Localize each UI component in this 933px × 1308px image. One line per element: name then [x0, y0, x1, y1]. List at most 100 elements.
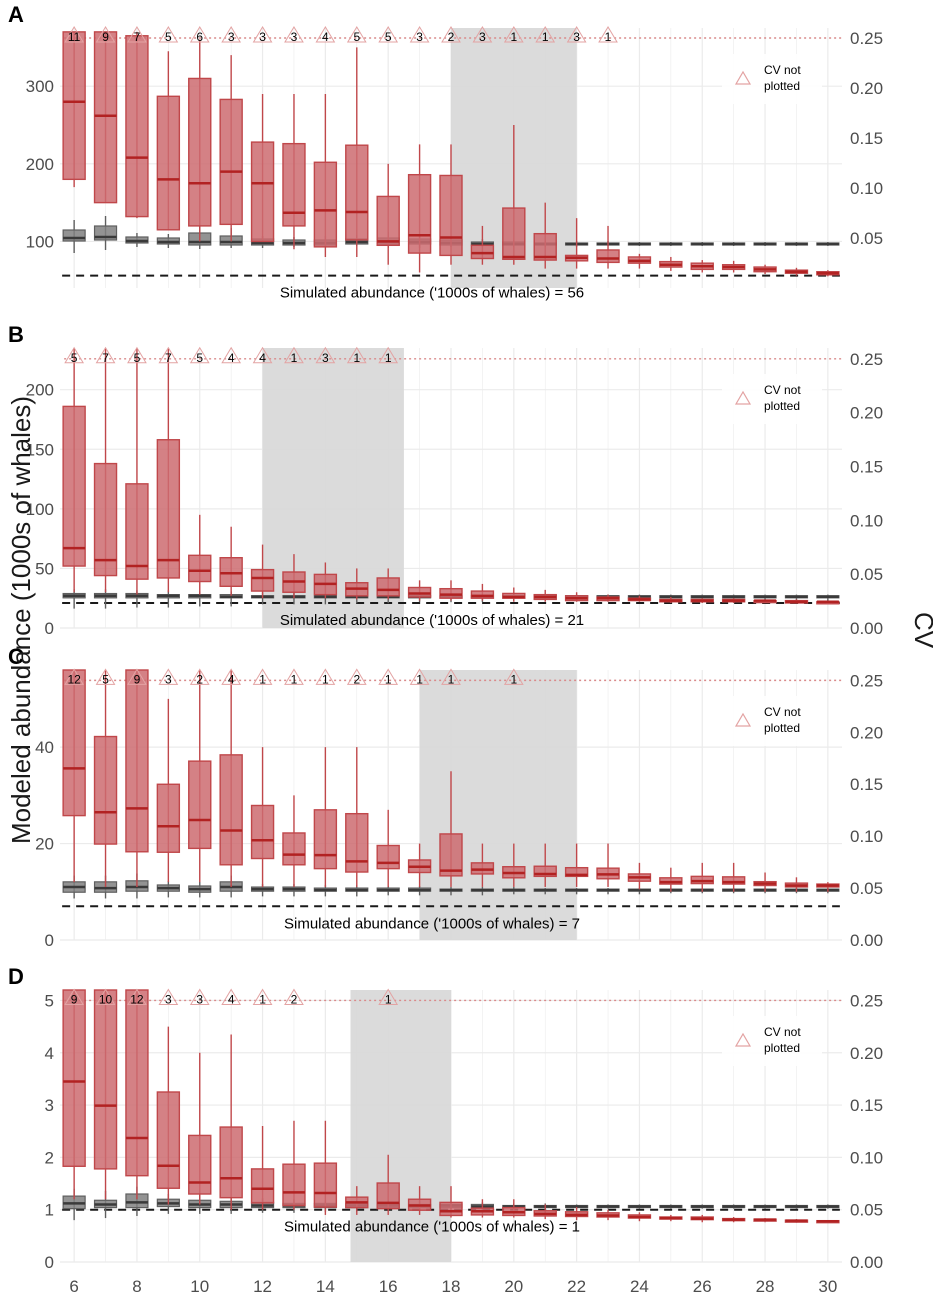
cv-not-plotted-marker: 1	[315, 668, 336, 686]
x-tick-label: 6	[69, 1277, 78, 1296]
cv-box	[659, 1204, 683, 1209]
cv-not-plotted-marker: 1	[346, 346, 367, 365]
cv-box	[816, 1204, 840, 1209]
triangle-icon	[95, 346, 116, 364]
triangle-icon	[127, 26, 147, 43]
cv-tick-label: 0.20	[850, 723, 883, 742]
cv-not-plotted-marker: 12	[64, 668, 85, 686]
cv-not-plotted-count: 4	[322, 30, 329, 44]
panel-label: C	[8, 644, 24, 669]
modeled-box	[690, 862, 714, 892]
triangle-icon	[378, 988, 399, 1005]
modeled-box	[596, 1209, 620, 1221]
cv-not-plotted-count: 2	[448, 30, 455, 44]
triangle-icon	[566, 26, 587, 43]
cv-not-plotted-marker: 5	[378, 26, 399, 44]
triangle-icon	[315, 26, 336, 43]
modeled-box-body	[439, 174, 463, 257]
modeled-box	[439, 144, 463, 265]
cv-not-plotted-marker: 4	[252, 346, 273, 365]
cv-tick-label: 0.05	[850, 879, 883, 898]
cv-not-plotted-marker: 2	[189, 668, 210, 686]
panel-label: D	[8, 964, 24, 989]
panel-b: 0 50 100 150 200 0.00 0.05 0.10 0.15 0.20 0.25 B 5 7 5…	[8, 322, 883, 638]
cv-not-plotted-marker: 12	[127, 988, 147, 1006]
modeled-box	[313, 93, 338, 257]
modeled-box	[125, 348, 149, 595]
triangle-icon	[503, 668, 524, 685]
cv-box	[533, 888, 557, 895]
cv-not-plotted-count: 5	[71, 351, 78, 365]
modeled-box-body	[62, 669, 86, 817]
x-tick-label: 8	[132, 1277, 141, 1296]
cv-not-plotted-marker: 3	[189, 988, 210, 1006]
modeled-box	[439, 1186, 463, 1218]
triangle-icon	[315, 346, 336, 364]
cv-tick-label: 0.20	[850, 1044, 883, 1063]
modeled-box	[690, 1214, 714, 1223]
triangle-icon	[378, 346, 399, 364]
modeled-box	[282, 93, 306, 250]
cv-not-plotted-count: 2	[291, 992, 298, 1006]
triangle-icon	[64, 26, 85, 43]
modeled-box-body	[188, 760, 212, 850]
cv-box	[784, 242, 809, 246]
modeled-box	[439, 771, 463, 887]
cv-not-plotted-count: 2	[196, 672, 203, 686]
triangle-icon	[64, 988, 85, 1005]
modeled-box-body	[125, 669, 149, 853]
cv-not-plotted-count: 7	[102, 351, 109, 365]
cv-not-plotted-marker: 3	[566, 26, 587, 44]
triangle-icon	[189, 26, 210, 43]
modeled-box	[784, 1219, 809, 1223]
cv-box	[596, 888, 620, 895]
cv-not-plotted-marker: 4	[221, 346, 242, 365]
modeled-box	[282, 1120, 306, 1210]
triangle-icon	[409, 668, 430, 685]
y-tick-label: 1	[45, 1201, 54, 1220]
cv-not-plotted-count: 12	[130, 992, 144, 1006]
cv-not-plotted-count: 3	[416, 30, 423, 44]
modeled-box	[313, 747, 338, 887]
modeled-box	[250, 544, 275, 599]
modeled-box	[250, 93, 275, 243]
modeled-box-body	[125, 483, 149, 580]
cv-tick-label: 0.05	[850, 229, 883, 248]
cv-not-plotted-marker: 4	[221, 988, 242, 1006]
modeled-box	[188, 670, 212, 883]
shaded-region	[350, 990, 451, 1262]
cv-not-plotted-marker: 3	[158, 668, 179, 686]
cv-not-plotted-marker: 5	[127, 346, 147, 365]
modeled-box	[219, 670, 243, 887]
cv-not-plotted-count: 5	[165, 30, 172, 44]
modeled-box	[784, 599, 809, 604]
x-tick-label: 12	[253, 1277, 272, 1296]
cv-box	[439, 887, 463, 896]
cv-tick-label: 0.25	[850, 671, 883, 690]
cv-not-plotted-marker: 1	[409, 668, 430, 686]
modeled-box-body	[502, 207, 526, 260]
cv-not-plotted-count: 1	[259, 992, 266, 1006]
legend: CV not plotted	[722, 54, 822, 104]
modeled-box-body	[93, 989, 118, 1170]
cv-box	[188, 881, 212, 898]
modeled-box	[533, 1204, 557, 1220]
triangle-icon	[284, 26, 304, 43]
cv-not-plotted-count: 3	[573, 30, 580, 44]
modeled-box-body	[376, 1182, 400, 1210]
cv-box	[753, 242, 777, 246]
modeled-box	[816, 882, 840, 892]
cv-tick-label: 0.00	[850, 1253, 883, 1272]
cv-not-plotted-count: 4	[259, 351, 266, 365]
cv-not-plotted-marker: 5	[95, 668, 116, 686]
cv-not-plotted-count: 1	[385, 672, 392, 686]
cv-not-plotted-marker: 1	[441, 668, 461, 686]
cv-box	[565, 888, 589, 895]
cv-not-plotted-count: 5	[353, 30, 360, 44]
triangle-icon	[221, 26, 242, 43]
cv-not-plotted-marker: 5	[346, 26, 367, 44]
cv-box	[470, 887, 495, 896]
triangle-icon	[127, 988, 147, 1005]
cv-not-plotted-count: 3	[322, 351, 329, 365]
